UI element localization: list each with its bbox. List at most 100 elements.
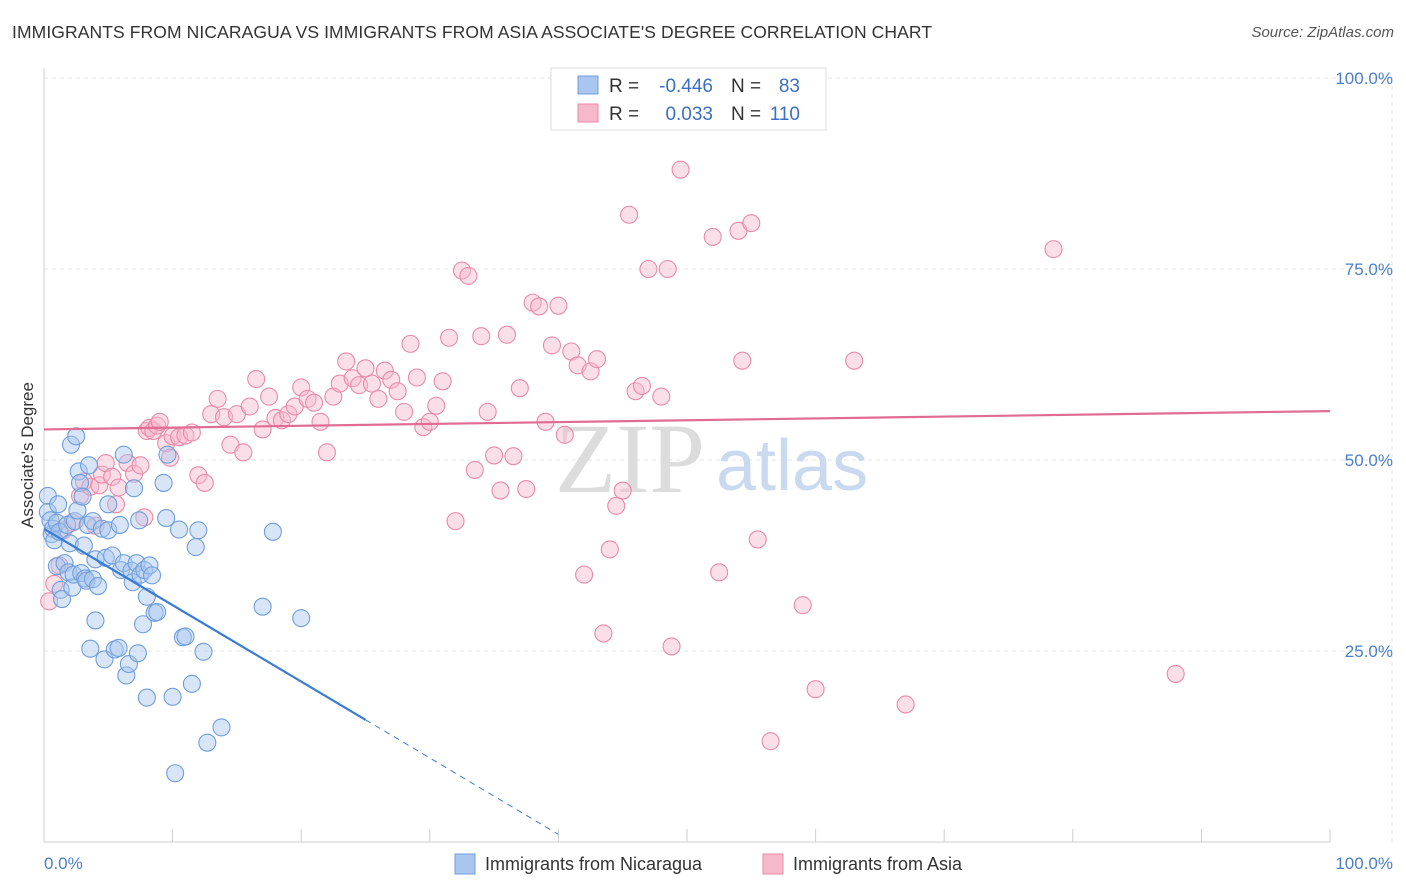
source-label: Source: ZipAtlas.com — [1251, 24, 1394, 41]
nicaragua-point-30 — [79, 456, 99, 475]
asia-point-67 — [427, 396, 446, 415]
asia-point-48 — [305, 393, 324, 412]
asia-point-90 — [575, 565, 594, 584]
bottom-legend-label-nicaragua: Immigrants from Nicaragua — [485, 854, 703, 874]
asia-point-112 — [793, 596, 812, 615]
asia-point-73 — [465, 460, 484, 479]
nicaragua-point-81 — [263, 522, 282, 541]
asia-point-69 — [440, 328, 459, 347]
asia-point-38 — [240, 397, 259, 416]
asia-point-92 — [587, 350, 607, 369]
asia-point-7 — [81, 477, 100, 496]
asia-point-96 — [613, 481, 632, 500]
asia-point-33 — [208, 389, 227, 408]
asia-point-114 — [845, 351, 864, 370]
asia-trend-line — [43, 410, 1331, 431]
nicaragua-point-55 — [128, 644, 147, 663]
asia-point-94 — [600, 540, 619, 559]
y-tick-label-25: 25.0% — [1345, 642, 1393, 661]
asia-point-106 — [710, 563, 729, 582]
nicaragua-point-76 — [189, 521, 208, 540]
asia-point-54 — [343, 369, 362, 388]
nicaragua-point-40 — [99, 495, 118, 514]
series-asia-points — [40, 160, 1185, 751]
nicaragua-point-20 — [67, 427, 86, 446]
asia-point-101 — [652, 387, 671, 406]
asia-point-117 — [1166, 664, 1185, 683]
asia-point-59 — [375, 361, 394, 380]
legend-swatch-asia — [577, 103, 599, 123]
asia-point-103 — [662, 637, 681, 656]
nicaragua-point-61 — [137, 688, 156, 707]
y-axis-title: Associate's Degree — [18, 382, 37, 528]
asia-point-102 — [658, 259, 677, 279]
asia-point-68 — [433, 372, 452, 391]
nicaragua-point-78 — [198, 733, 217, 752]
legend-n-label-1: N = — [731, 76, 761, 97]
nicaragua-point-44 — [109, 638, 128, 657]
asia-point-72 — [459, 266, 478, 285]
asia-point-9 — [90, 476, 109, 495]
nicaragua-point-79 — [212, 718, 231, 737]
asia-point-113 — [806, 680, 825, 699]
legend-r-value-1: -0.446 — [659, 76, 713, 97]
nicaragua-point-37 — [92, 519, 111, 538]
bottom-legend-swatch-nicaragua — [454, 853, 476, 875]
nicaragua-point-58 — [133, 615, 153, 634]
asia-point-19 — [137, 421, 156, 441]
nicaragua-point-47 — [114, 445, 133, 464]
asia-point-31 — [195, 473, 214, 492]
asia-point-17 — [131, 456, 150, 475]
asia-point-37 — [234, 443, 253, 462]
nicaragua-point-65 — [148, 602, 167, 622]
nicaragua-point-63 — [142, 566, 162, 585]
nicaragua-point-41 — [99, 521, 118, 540]
bottom-legend-label-asia: Immigrants from Asia — [793, 854, 963, 874]
nicaragua-point-71 — [169, 520, 189, 539]
chart-title: IMMIGRANTS FROM NICARAGUA VS IMMIGRANTS … — [12, 22, 933, 42]
asia-point-97 — [620, 205, 639, 224]
trend-lines — [43, 410, 1331, 835]
series-legend: Immigrants from Nicaragua Immigrants fro… — [454, 853, 963, 875]
nicaragua-point-82 — [292, 609, 311, 628]
nicaragua-point-31 — [81, 639, 100, 658]
asia-point-53 — [337, 352, 356, 371]
asia-point-64 — [407, 368, 426, 387]
asia-point-58 — [369, 389, 388, 408]
asia-point-23 — [150, 412, 169, 431]
asia-point-14 — [109, 478, 128, 497]
legend-n-value-2: 110 — [770, 104, 800, 125]
asia-point-30 — [189, 466, 208, 485]
nicaragua-trend-extension — [365, 719, 559, 835]
y-tick-label-75: 75.0% — [1345, 260, 1393, 279]
asia-point-66 — [420, 412, 439, 431]
asia-point-81 — [517, 479, 536, 499]
nicaragua-point-67 — [157, 509, 176, 528]
asia-point-49 — [311, 412, 330, 431]
asia-point-60 — [382, 370, 401, 389]
nicaragua-point-10 — [51, 580, 70, 599]
asia-point-100 — [639, 259, 658, 279]
asia-point-75 — [478, 402, 497, 421]
asia-point-111 — [761, 732, 780, 751]
asia-point-57 — [362, 374, 381, 393]
nicaragua-point-56 — [130, 511, 149, 530]
asia-point-95 — [607, 496, 626, 515]
nicaragua-point-70 — [166, 764, 185, 783]
asia-point-93 — [594, 624, 613, 643]
nicaragua-point-68 — [158, 445, 177, 464]
legend-r-label-2: R = — [609, 104, 639, 125]
asia-point-115 — [896, 695, 915, 714]
asia-point-44 — [279, 405, 298, 424]
asia-point-63 — [401, 334, 420, 353]
tick-labels: 25.0% 50.0% 75.0% 100.0% 0.0% 100.0% — [44, 69, 1393, 873]
series-nicaragua-points — [38, 427, 311, 783]
asia-point-70 — [446, 512, 465, 531]
bottom-legend-swatch-asia — [762, 853, 784, 875]
nicaragua-point-22 — [69, 462, 88, 481]
nicaragua-point-8 — [49, 495, 68, 514]
nicaragua-point-80 — [253, 597, 272, 616]
nicaragua-point-74 — [182, 674, 201, 693]
asia-point-41 — [259, 387, 279, 406]
